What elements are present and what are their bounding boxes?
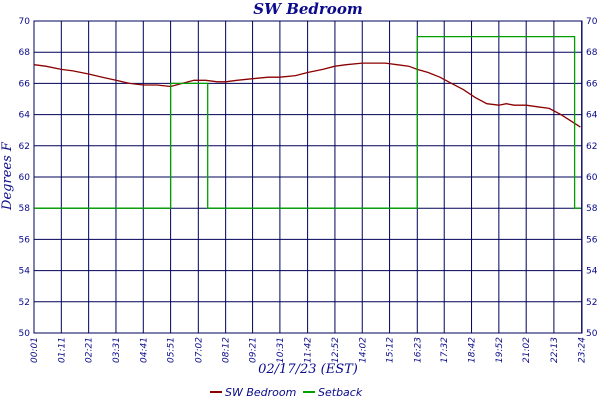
x-tick-label: 19:52	[495, 337, 505, 363]
x-tick-label: 10:31	[276, 337, 286, 363]
series-line-sw-bedroom	[33, 62, 581, 128]
y-tick-label-right: 70	[586, 17, 598, 27]
y-tick-label-right: 58	[586, 204, 598, 214]
y-tick-label-left: 50	[19, 329, 31, 339]
y-tick-label-left: 60	[19, 173, 31, 183]
y-tick-label-left: 52	[19, 298, 30, 308]
x-tick-label: 17:32	[440, 337, 450, 363]
x-tick-label: 07:02	[194, 337, 204, 363]
y-tick-label-left: 56	[19, 235, 31, 245]
plot-area: 50 50 52 52 54 54 56 56 58 58 60 60 62 62 64 64 66 66 68 68…	[19, 17, 598, 363]
x-axis-title: 02/17/23 (EST)	[258, 362, 358, 377]
x-tick-label: 05:51	[167, 337, 177, 363]
y-tick-label-right: 66	[586, 79, 598, 89]
y-tick-label-left: 66	[19, 79, 31, 89]
legend: SW Bedroom Setback	[210, 386, 363, 399]
x-tick-label: 12:52	[331, 337, 341, 363]
x-tick-label: 09:21	[249, 337, 259, 363]
x-tick-label: 11:42	[304, 337, 314, 363]
x-tick-label: 16:23	[413, 337, 423, 363]
x-tick-label: 21:02	[522, 337, 532, 363]
x-tick-label: 00:01	[30, 337, 40, 363]
x-tick-label: 03:31	[112, 337, 122, 363]
x-tick-label: 01:11	[57, 337, 67, 363]
chart-title: SW Bedroom	[253, 0, 362, 18]
y-tick-label-right: 56	[586, 235, 598, 245]
y-tick-label-left: 64	[19, 111, 31, 121]
x-tick-label: 18:42	[468, 337, 478, 363]
legend-label: SW Bedroom	[225, 386, 296, 399]
x-tick-label: 02:21	[85, 337, 95, 363]
x-tick-label: 15:12	[386, 337, 396, 363]
x-tick-label: 08:12	[222, 337, 232, 363]
y-tick-label-right: 50	[586, 329, 598, 339]
x-tick-label: 22:13	[550, 337, 560, 363]
y-tick-label-left: 54	[19, 267, 31, 277]
y-tick-label-left: 62	[19, 142, 30, 152]
y-tick-label-left: 58	[19, 204, 31, 214]
y-tick-label-right: 64	[586, 111, 598, 121]
y-tick-label-right: 60	[586, 173, 598, 183]
x-tick-label: 23:24	[578, 337, 588, 363]
x-tick-label: 14:02	[358, 337, 368, 363]
y-tick-label-right: 54	[586, 267, 598, 277]
legend-label: Setback	[318, 386, 363, 399]
y-tick-label-right: 52	[586, 298, 597, 308]
y-tick-label-right: 68	[586, 48, 598, 58]
y-tick-label-left: 68	[19, 48, 31, 58]
series-line-setback	[34, 35, 581, 209]
y-tick-label-left: 70	[19, 17, 31, 27]
y-tick-label-right: 62	[586, 142, 597, 152]
y-axis-title: Degrees F	[0, 141, 15, 211]
x-tick-label: 04:41	[139, 337, 149, 363]
